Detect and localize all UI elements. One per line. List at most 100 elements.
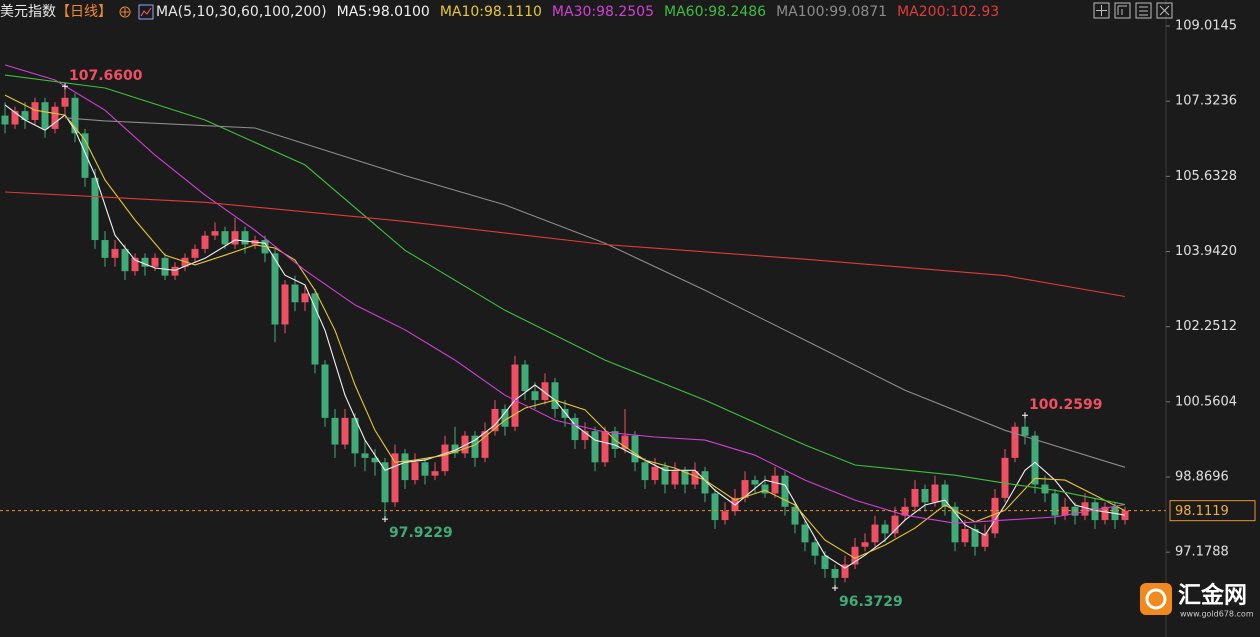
candle-body [581,431,589,441]
candle-body [811,542,819,556]
candle-body [351,417,359,454]
candle-body [941,484,949,507]
y-tick-label: 103.9420 [1175,244,1237,259]
candle-body [401,453,409,481]
candle-body [621,435,629,449]
candle-body [41,102,49,129]
candle-body [1071,506,1079,516]
candle-body [971,528,979,547]
candle-body [221,231,229,245]
legend-entry: MA100:99.0871 [776,4,888,20]
annotation-marker [1022,412,1028,419]
tool-crosshair[interactable] [1093,2,1110,19]
tool-table[interactable] [1135,2,1152,19]
candle-body [761,484,769,494]
legend-entry: MA30:98.2505 [551,4,654,20]
candle-body [571,417,579,441]
indicator-name: MA(5,10,30,60,100,200) [156,4,327,20]
candle-body [61,97,69,107]
candle-body [891,515,899,534]
y-tick-label: 105.6328 [1175,169,1237,184]
candle-body [21,111,29,121]
y-tick-label: 107.3236 [1175,94,1237,109]
candle-body [651,466,659,481]
candle-body [591,431,599,463]
candle-body [631,435,639,463]
indicator-icon[interactable] [138,4,154,20]
candle-body [931,484,939,503]
candle-body [471,435,479,458]
candle-body [441,444,449,472]
candle-body [271,253,279,325]
y-tick-label: 100.5604 [1175,394,1237,409]
candle-body [531,391,539,401]
candle-body [961,528,969,543]
candle-body [11,111,19,125]
candle-body [311,293,319,365]
y-tick-label: 98.8696 [1175,469,1229,484]
candle-body [1011,426,1019,458]
candle-body [411,462,419,481]
candle-body [841,564,849,578]
candle-body [1101,506,1109,521]
candle-body [31,102,39,121]
candle-body [951,506,959,543]
tool-crosshair-icon [1096,5,1107,16]
candle-body [321,364,329,418]
candle-body [81,133,89,178]
ma-line [64,117,1126,468]
candle-body [701,471,709,494]
candle-body [551,382,559,409]
candle-body [121,248,129,272]
candle-body [171,266,179,276]
candle-body [331,417,339,445]
candle-body [691,471,699,485]
candle-body [741,480,749,498]
candle-body [421,462,429,476]
candle-body [801,524,809,543]
annotation-marker [832,584,838,591]
annotation-label: 107.6600 [69,68,143,84]
candle-body [1051,493,1059,516]
y-tick-label: 97.1788 [1175,545,1229,560]
candle-body [1121,510,1129,521]
ma-lines [4,64,1126,569]
candles [1,86,1129,588]
candle-body [371,457,379,463]
candle-body [341,417,349,445]
ma-line [4,94,1126,559]
candle-body [201,235,209,249]
candle-body [51,106,59,129]
tool-fullscreen-icon [1159,5,1170,16]
candle-body [921,488,929,503]
period[interactable]: 【日线】 [56,4,112,20]
y-tick-label: 109.0145 [1175,19,1237,34]
annotation-marker [62,83,68,90]
candle-body [241,231,249,245]
tool-layout[interactable] [1114,2,1131,19]
logo-icon [1140,583,1172,615]
candle-body [661,466,669,485]
legend-entry: MA5:98.0100 [336,4,430,20]
candle-body [291,284,299,303]
add-icon[interactable] [118,5,132,19]
tool-layout-icon [1117,5,1127,15]
candle-body [151,257,159,267]
candle-body [141,257,149,267]
candle-body [361,453,369,458]
candle-body [861,542,869,547]
candle-body [91,177,99,241]
logo-url: www.gold678.com [1180,610,1254,619]
annotation-label: 96.3729 [839,594,903,610]
logo: 汇金网 www.gold678.com [1140,582,1254,619]
candle-body [751,480,759,485]
candle-body [481,431,489,458]
legend-entry: MA200:102.93 [897,4,1000,20]
tool-table-icon [1139,6,1148,16]
candle-body [871,524,879,543]
candle-body [301,293,309,303]
tool-fullscreen[interactable] [1156,2,1173,19]
candle-body [1001,457,1009,498]
candle-body [391,453,399,503]
candle-body [521,364,529,392]
